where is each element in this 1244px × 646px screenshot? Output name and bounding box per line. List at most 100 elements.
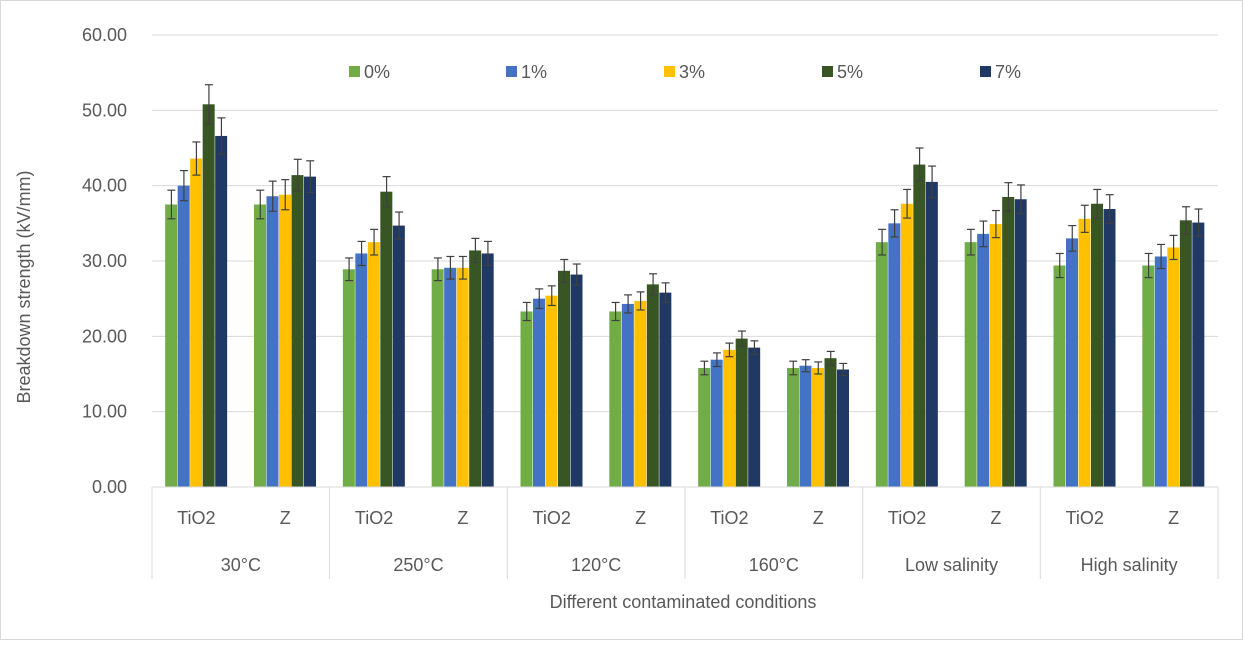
x-tick-label: TiO2 bbox=[888, 508, 926, 528]
bar bbox=[1167, 247, 1180, 487]
bar bbox=[989, 224, 1002, 487]
bar bbox=[646, 284, 659, 487]
bar bbox=[444, 267, 457, 487]
bar bbox=[1142, 265, 1155, 487]
y-tick-label: 60.00 bbox=[82, 25, 127, 45]
group-label: Low salinity bbox=[905, 555, 998, 575]
bar bbox=[1091, 203, 1103, 487]
y-tick-label: 50.00 bbox=[82, 100, 127, 120]
bar bbox=[165, 204, 178, 487]
bar bbox=[1103, 209, 1116, 487]
group-label: 160°C bbox=[749, 555, 799, 575]
bar bbox=[254, 204, 266, 487]
x-tick-label: Z bbox=[990, 508, 1001, 528]
bar bbox=[888, 223, 901, 488]
error-bars bbox=[167, 84, 1203, 377]
bar bbox=[431, 269, 444, 487]
legend-label: 0% bbox=[364, 62, 390, 82]
legend-swatch bbox=[980, 66, 991, 77]
bar bbox=[1192, 222, 1205, 487]
bar bbox=[520, 311, 533, 487]
legend-label: 1% bbox=[521, 62, 547, 82]
bar bbox=[1066, 238, 1078, 487]
bar bbox=[1179, 220, 1192, 487]
y-tick-label: 10.00 bbox=[82, 402, 127, 422]
x-axis-title: Different contaminated conditions bbox=[550, 592, 817, 612]
bar bbox=[925, 181, 938, 487]
group-label: 120°C bbox=[571, 555, 621, 575]
bar bbox=[291, 175, 304, 487]
x-tick-label: TiO2 bbox=[533, 508, 571, 528]
bar bbox=[558, 270, 570, 487]
legend-swatch bbox=[822, 66, 833, 77]
bar bbox=[787, 367, 799, 487]
x-tick-label: TiO2 bbox=[710, 508, 748, 528]
bar bbox=[545, 295, 558, 487]
bar bbox=[392, 225, 405, 488]
bar bbox=[533, 298, 545, 487]
group-label: High salinity bbox=[1081, 555, 1178, 575]
legend-label: 3% bbox=[679, 62, 705, 82]
y-tick-label: 20.00 bbox=[82, 326, 127, 346]
legend: 0% 1% 3% 5% 7% bbox=[349, 62, 1021, 82]
bar bbox=[710, 359, 723, 487]
bar bbox=[913, 164, 926, 487]
bar bbox=[304, 176, 316, 488]
legend-swatch bbox=[349, 66, 360, 77]
bar bbox=[456, 267, 469, 487]
gridlines bbox=[152, 34, 1218, 413]
bar bbox=[367, 242, 380, 487]
bar bbox=[799, 365, 812, 487]
bar bbox=[900, 203, 913, 487]
bar bbox=[342, 269, 355, 487]
bar bbox=[215, 135, 228, 488]
bar bbox=[723, 349, 736, 487]
legend-label: 5% bbox=[837, 62, 863, 82]
bar bbox=[469, 250, 482, 487]
x-tick-label: TiO2 bbox=[355, 508, 393, 528]
bar bbox=[698, 367, 711, 487]
x-tick-label: Z bbox=[635, 508, 646, 528]
bar bbox=[837, 369, 849, 487]
legend-swatch bbox=[506, 66, 517, 77]
bar bbox=[824, 358, 837, 487]
group-label: 250°C bbox=[393, 555, 443, 575]
y-axis: 0.00 10.00 20.00 30.00 40.00 50.00 60.00 bbox=[82, 25, 127, 497]
y-axis-title: Breakdown strength (kV/mm) bbox=[14, 170, 34, 403]
legend-label: 7% bbox=[995, 62, 1021, 82]
x-tick-label: TiO2 bbox=[1066, 508, 1104, 528]
bar bbox=[977, 233, 990, 487]
x-tick-label: TiO2 bbox=[177, 508, 215, 528]
x-tick-label: Z bbox=[813, 508, 824, 528]
bar bbox=[609, 311, 622, 487]
bar bbox=[177, 185, 190, 487]
bar bbox=[202, 104, 215, 487]
x-axis: TiO2 Z TiO2 Z TiO2 Z TiO2 Z TiO2 Z TiO2 Z 30°C 250°C 1… bbox=[151, 486, 1219, 579]
y-tick-label: 30.00 bbox=[82, 251, 127, 271]
bar bbox=[1014, 199, 1027, 487]
bar bbox=[380, 191, 393, 487]
bar bbox=[355, 253, 368, 487]
x-tick-label: Z bbox=[1168, 508, 1179, 528]
x-tick-label: Z bbox=[280, 508, 291, 528]
bar bbox=[1154, 256, 1167, 487]
bar bbox=[748, 347, 761, 487]
bar bbox=[279, 194, 291, 487]
bar bbox=[812, 367, 824, 487]
bar bbox=[1053, 265, 1066, 487]
bar bbox=[634, 300, 647, 487]
bar bbox=[964, 242, 977, 487]
bar bbox=[659, 292, 672, 487]
group-label: 30°C bbox=[221, 555, 261, 575]
bar bbox=[190, 158, 203, 487]
y-tick-label: 40.00 bbox=[82, 176, 127, 196]
bar bbox=[1078, 218, 1091, 487]
bar bbox=[481, 253, 494, 487]
bar bbox=[875, 242, 888, 487]
bar bbox=[266, 196, 279, 488]
bar bbox=[570, 274, 583, 487]
bar bbox=[1002, 196, 1015, 487]
legend-swatch bbox=[664, 66, 675, 77]
